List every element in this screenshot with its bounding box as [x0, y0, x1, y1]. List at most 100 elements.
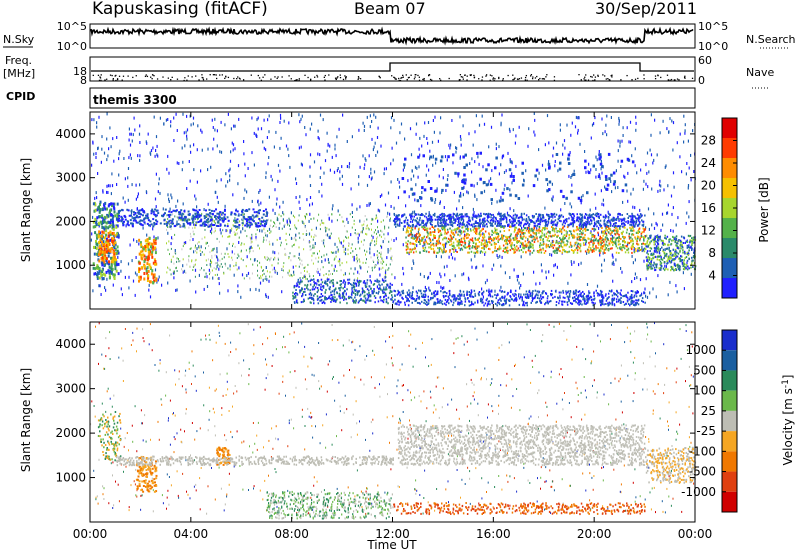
- power-cell: [413, 261, 415, 265]
- power-cell: [218, 267, 220, 271]
- power-cell: [317, 219, 318, 222]
- power-cell: [282, 265, 284, 268]
- power-cell: [361, 230, 363, 234]
- power-cell: [217, 264, 219, 267]
- power-cell: [480, 233, 482, 236]
- power-cell: [233, 124, 235, 128]
- power-cell: [444, 223, 446, 226]
- power-cell: [235, 219, 238, 222]
- power-cell: [440, 255, 442, 259]
- power-cell: [232, 148, 234, 152]
- power-cell: [311, 202, 313, 206]
- power-cell: [225, 184, 227, 188]
- power-cell: [351, 203, 353, 207]
- power-cell: [260, 275, 262, 278]
- power-cell: [279, 236, 281, 240]
- power-cell: [346, 288, 348, 291]
- power-cell: [603, 220, 605, 223]
- power-cell: [356, 293, 359, 296]
- power-cell: [482, 225, 484, 228]
- power-cell: [219, 213, 221, 216]
- power-cell: [560, 242, 562, 245]
- power-cell: [124, 177, 126, 181]
- power-cell: [317, 270, 319, 274]
- power-cell: [280, 241, 282, 244]
- power-cell: [235, 261, 237, 264]
- power-cell: [301, 295, 303, 298]
- power-cell: [112, 236, 115, 240]
- power-cell: [494, 216, 497, 219]
- power-cell: [240, 230, 242, 234]
- power-cell: [246, 274, 248, 277]
- power-cell: [443, 218, 446, 221]
- power-cell: [295, 239, 297, 242]
- power-cell: [249, 223, 251, 226]
- power-cell: [635, 128, 637, 132]
- power-cell: [380, 267, 382, 270]
- power-cell: [549, 253, 551, 256]
- power-cell: [614, 186, 616, 190]
- power-cell: [376, 216, 378, 219]
- power-cell: [299, 262, 301, 265]
- power-cell: [140, 245, 143, 249]
- power-cell: [313, 302, 315, 305]
- power-cell: [277, 163, 280, 167]
- power-cell: [582, 215, 584, 219]
- power-cell: [343, 249, 345, 251]
- power-cell: [300, 289, 303, 292]
- power-cell: [167, 281, 169, 285]
- power-cell: [346, 237, 348, 239]
- power-cell: [122, 224, 125, 227]
- power-cell: [544, 250, 547, 253]
- power-cell: [189, 223, 192, 226]
- power-cell: [110, 264, 113, 268]
- power-cell: [218, 223, 220, 226]
- power-cell: [664, 248, 666, 252]
- power-cell: [99, 220, 102, 224]
- power-cell: [653, 212, 655, 216]
- power-cell: [552, 154, 554, 158]
- power-cell: [565, 219, 568, 222]
- power-cell: [559, 294, 561, 298]
- power-cell: [216, 212, 219, 215]
- power-cell: [333, 251, 335, 254]
- power-cell: [151, 252, 153, 256]
- power-cell: [242, 224, 244, 227]
- power-cell: [94, 217, 97, 221]
- power-cell: [347, 221, 349, 224]
- power-cell: [632, 187, 634, 191]
- power-cell: [93, 272, 96, 276]
- power-cell: [345, 292, 347, 296]
- nave-point: [620, 79, 622, 81]
- power-cell: [311, 297, 313, 300]
- power-cell: [359, 264, 361, 267]
- power-cell: [593, 228, 595, 232]
- power-cell: [335, 255, 337, 258]
- power-cell: [110, 145, 112, 149]
- power-cell: [528, 240, 530, 243]
- power-cell: [554, 160, 556, 163]
- power-cell: [430, 223, 432, 226]
- power-cell: [322, 241, 325, 245]
- power-cell: [338, 292, 341, 295]
- power-cell: [603, 222, 606, 225]
- power-cell: [573, 169, 575, 173]
- power-cell: [183, 269, 186, 273]
- power-cell: [106, 190, 108, 194]
- power-cell: [228, 242, 230, 245]
- power-cell: [476, 182, 478, 186]
- power-cell: [500, 216, 502, 219]
- power-cell: [643, 259, 645, 263]
- power-cell: [216, 262, 218, 265]
- power-cell: [456, 146, 458, 150]
- power-cell: [627, 247, 630, 250]
- nave-point: [104, 79, 106, 81]
- power-cell: [317, 280, 320, 283]
- power-cell: [455, 249, 457, 252]
- power-cell: [279, 113, 282, 117]
- power-cell: [421, 219, 423, 222]
- power-cell: [382, 288, 385, 291]
- power-cell: [590, 136, 592, 140]
- power-cell: [591, 216, 594, 219]
- power-cell: [437, 231, 440, 234]
